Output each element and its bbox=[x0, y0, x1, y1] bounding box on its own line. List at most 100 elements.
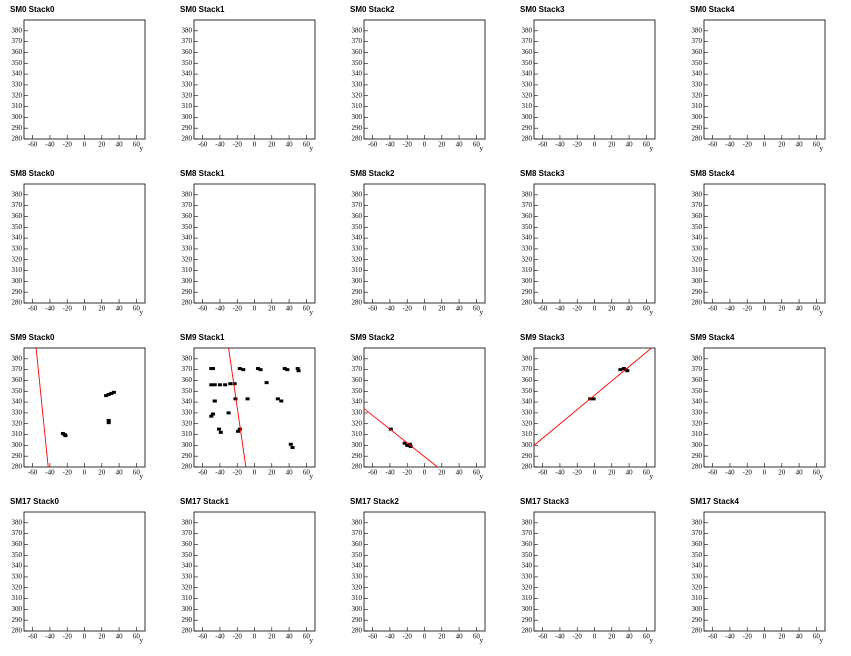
y-tick-label: 300 bbox=[352, 277, 363, 285]
y-tick-label: 340 bbox=[522, 562, 533, 570]
x-tick-label: -40 bbox=[725, 305, 735, 313]
y-tick-label: 320 bbox=[12, 583, 23, 591]
point bbox=[275, 397, 280, 401]
y-tick-label: 360 bbox=[692, 540, 703, 548]
y-tick-label: 310 bbox=[182, 102, 193, 110]
y-tick-label: 350 bbox=[692, 223, 703, 231]
x-tick-label: -60 bbox=[538, 141, 548, 149]
x-tick-label: -20 bbox=[573, 141, 583, 149]
x-tick-label: -20 bbox=[403, 469, 413, 477]
point bbox=[211, 412, 216, 416]
y-tick-label: 350 bbox=[352, 387, 363, 395]
y-tick-label: 280 bbox=[352, 135, 363, 143]
y-tick-label: 370 bbox=[182, 365, 193, 373]
x-tick-label: 20 bbox=[268, 469, 276, 477]
x-tick-label: 20 bbox=[608, 633, 616, 641]
y-tick-label: 380 bbox=[522, 354, 533, 362]
x-tick-label: 0 bbox=[423, 633, 427, 641]
point bbox=[228, 382, 233, 386]
point bbox=[295, 367, 300, 371]
x-tick-label: -40 bbox=[215, 469, 225, 477]
y-tick-label: 380 bbox=[182, 354, 193, 362]
x-tick-label: 20 bbox=[98, 469, 106, 477]
panel-title: SM17 Stack0 bbox=[10, 497, 59, 506]
plot-frame bbox=[193, 347, 316, 468]
x-tick-label: 60 bbox=[473, 469, 481, 477]
y-tick-label: 330 bbox=[12, 409, 23, 417]
panel: SM8 Stack2 -60 -40 -20 0 20 40 60 280 290 300 310 32… bbox=[350, 169, 486, 317]
point bbox=[218, 430, 223, 434]
plot-frame bbox=[23, 183, 146, 304]
y-tick-label: 360 bbox=[12, 212, 23, 220]
y-tick-label: 280 bbox=[182, 627, 193, 635]
x-tick-label: 40 bbox=[116, 633, 124, 641]
x-tick-label: 60 bbox=[133, 633, 141, 641]
x-tick-label: -60 bbox=[538, 305, 548, 313]
x-tick-label: 40 bbox=[456, 141, 464, 149]
panel-title: SM8 Stack2 bbox=[350, 169, 395, 178]
y-tick-label: 360 bbox=[182, 540, 193, 548]
y-tick-label: 340 bbox=[182, 70, 193, 78]
y-tick-label: 300 bbox=[182, 605, 193, 613]
x-tick-label: 20 bbox=[778, 141, 786, 149]
x-tick-label: -20 bbox=[743, 305, 753, 313]
plot-frame bbox=[23, 19, 146, 140]
y-tick-label: 310 bbox=[12, 266, 23, 274]
point bbox=[285, 368, 290, 372]
panel-title: SM0 Stack0 bbox=[10, 5, 55, 14]
point bbox=[106, 421, 111, 425]
y-tick-label: 370 bbox=[182, 201, 193, 209]
point bbox=[591, 397, 596, 401]
x-tick-label: 0 bbox=[253, 469, 257, 477]
y-tick-label: 330 bbox=[692, 81, 703, 89]
x-tick-label: -20 bbox=[233, 469, 243, 477]
y-tick-label: 350 bbox=[692, 387, 703, 395]
panel-title: SM8 Stack0 bbox=[10, 169, 55, 178]
y-tick-label: 290 bbox=[522, 288, 533, 296]
y-tick-label: 380 bbox=[12, 354, 23, 362]
x-tick-label: -20 bbox=[63, 469, 73, 477]
y-tick-label: 300 bbox=[352, 605, 363, 613]
y-tick-label: 300 bbox=[182, 441, 193, 449]
plot-frame bbox=[363, 347, 486, 468]
plot-frame bbox=[193, 19, 316, 140]
y-tick-label: 330 bbox=[182, 81, 193, 89]
panel-title: SM9 Stack2 bbox=[350, 333, 395, 342]
x-tick-label: 0 bbox=[83, 633, 87, 641]
y-tick-label: 330 bbox=[522, 573, 533, 581]
y-tick-label: 350 bbox=[522, 387, 533, 395]
y-tick-label: 300 bbox=[692, 605, 703, 613]
y-tick-label: 280 bbox=[352, 627, 363, 635]
y-tick-label: 340 bbox=[522, 234, 533, 242]
y-tick-label: 290 bbox=[522, 452, 533, 460]
x-tick-label: -60 bbox=[538, 633, 548, 641]
x-tick-label: -20 bbox=[573, 469, 583, 477]
point bbox=[290, 446, 295, 450]
y-tick-label: 330 bbox=[692, 573, 703, 581]
x-axis-label: y bbox=[140, 145, 144, 153]
y-tick-label: 310 bbox=[182, 430, 193, 438]
x-tick-label: 60 bbox=[473, 633, 481, 641]
y-tick-label: 340 bbox=[12, 234, 23, 242]
point bbox=[264, 381, 269, 385]
panel: SM8 Stack0 -60 -40 -20 0 20 40 60 280 290 300 310 32… bbox=[10, 169, 146, 317]
fit-line bbox=[35, 347, 49, 468]
y-tick-label: 380 bbox=[12, 518, 23, 526]
y-tick-label: 380 bbox=[692, 190, 703, 198]
x-axis-label: y bbox=[140, 309, 144, 317]
y-tick-label: 340 bbox=[692, 234, 703, 242]
panel-title: SM17 Stack2 bbox=[350, 497, 399, 506]
y-tick-label: 330 bbox=[352, 573, 363, 581]
x-tick-label: -40 bbox=[555, 633, 565, 641]
x-tick-label: -60 bbox=[198, 633, 208, 641]
y-tick-label: 350 bbox=[12, 387, 23, 395]
x-tick-label: 0 bbox=[423, 305, 427, 313]
y-tick-label: 310 bbox=[352, 430, 363, 438]
y-tick-label: 310 bbox=[352, 266, 363, 274]
y-tick-label: 360 bbox=[692, 376, 703, 384]
y-tick-label: 370 bbox=[522, 37, 533, 45]
y-tick-label: 360 bbox=[352, 48, 363, 56]
y-tick-label: 290 bbox=[692, 452, 703, 460]
y-tick-label: 360 bbox=[692, 48, 703, 56]
panel: SM9 Stack0 -60 -40 -20 0 20 40 60 280 290 300 310 32… bbox=[10, 333, 146, 481]
